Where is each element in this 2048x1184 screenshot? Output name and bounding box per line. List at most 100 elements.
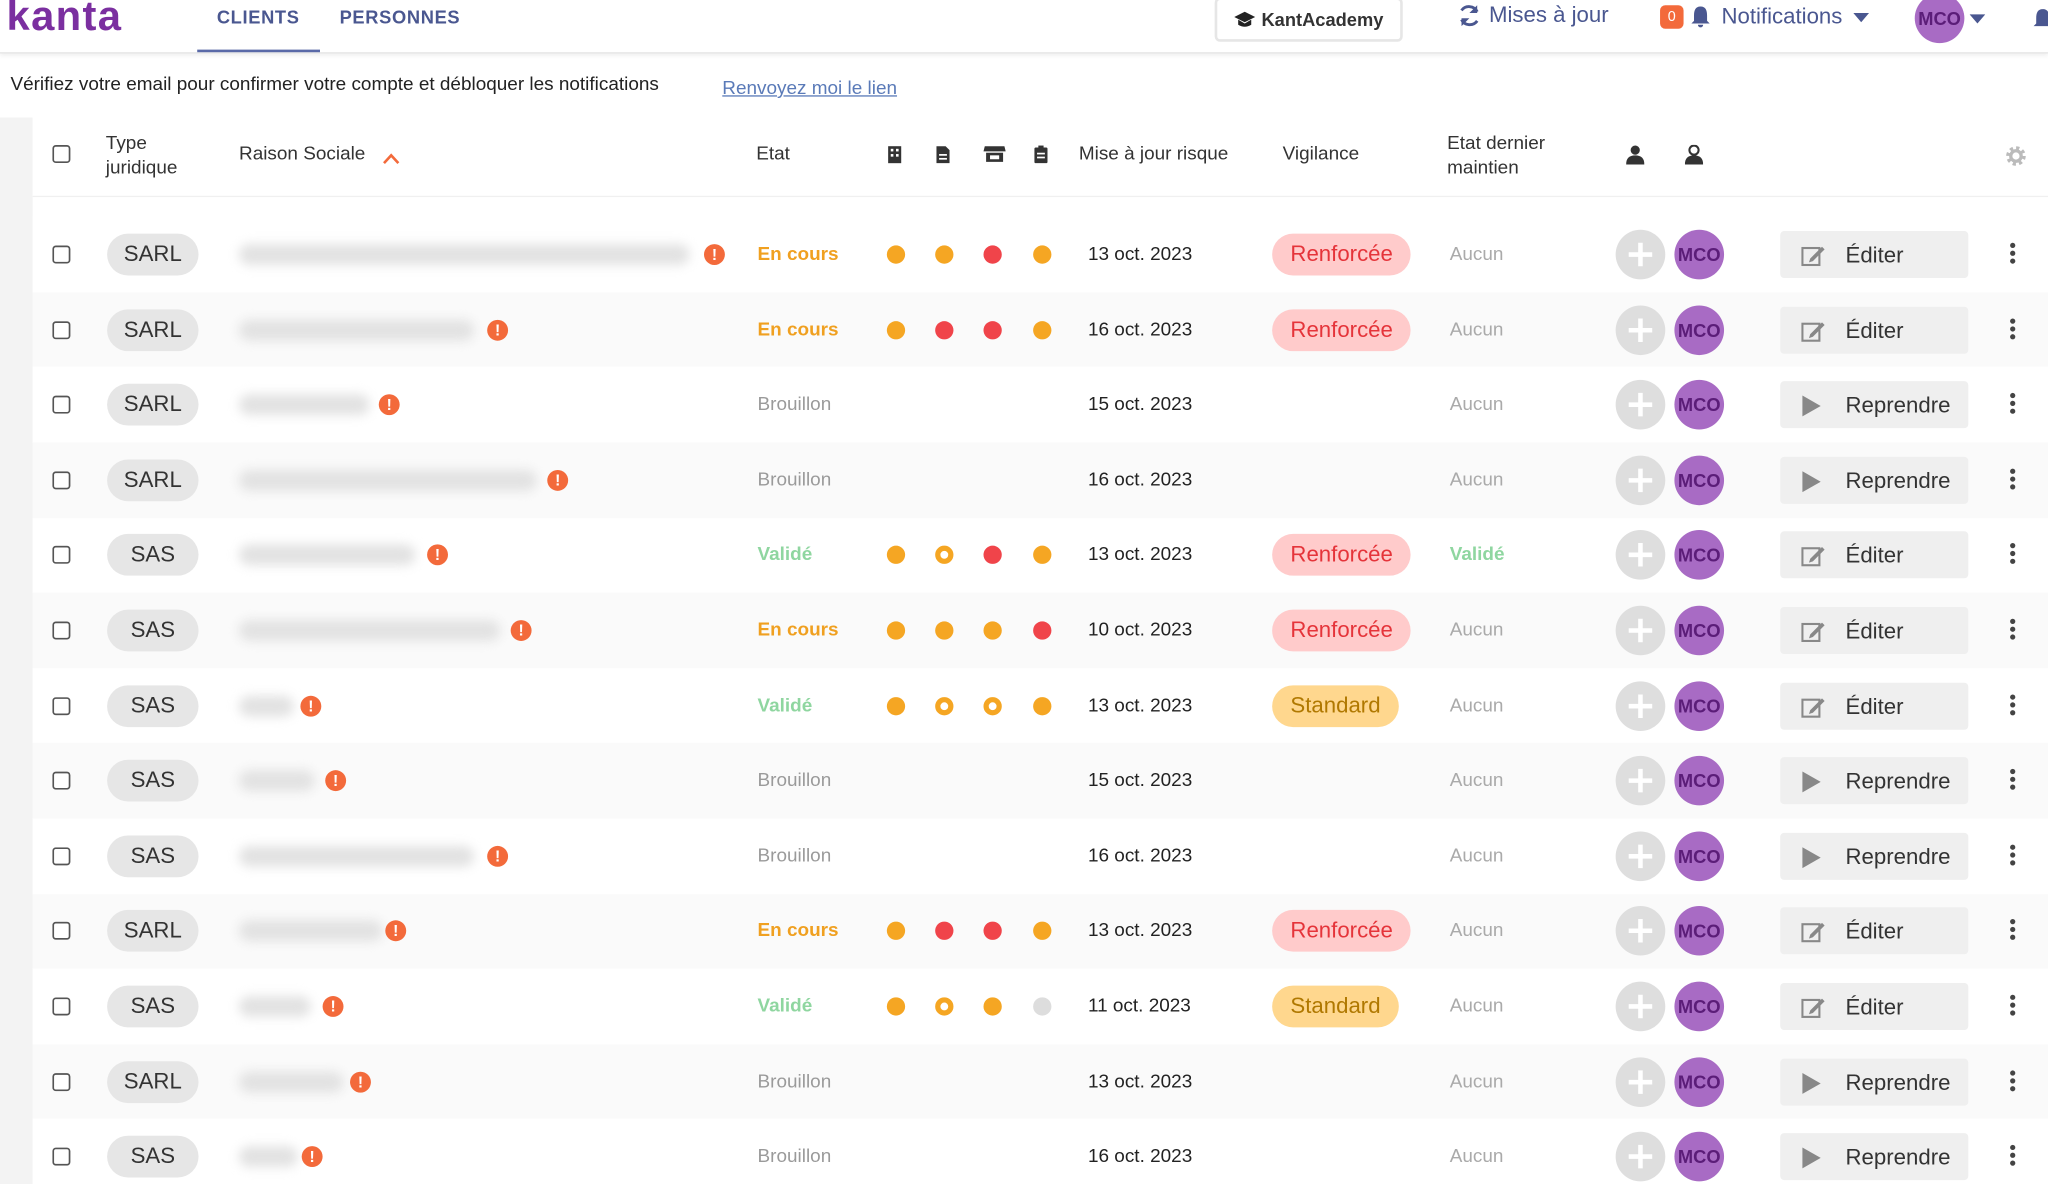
warning-icon: !	[300, 695, 322, 717]
header-label: Etat dernier maintien	[1447, 133, 1546, 179]
action-label: Reprendre	[1845, 1069, 1951, 1095]
tab[interactable]: CLIENTS	[216, 6, 300, 28]
action-button[interactable]: Éditer	[1780, 982, 1969, 1030]
checkbox[interactable]	[52, 471, 71, 496]
action-icon	[1801, 620, 1825, 649]
academy-button[interactable]: KantAcademy	[1214, 0, 1403, 42]
checkbox[interactable]	[52, 320, 71, 346]
status-dot	[983, 621, 1002, 640]
updates-label: Mises à jour	[1488, 2, 1609, 28]
action-button[interactable]: Éditer	[1780, 231, 1969, 279]
updates-link[interactable]: Mises à jour	[1458, 3, 1609, 29]
add-button[interactable]	[1615, 605, 1666, 656]
state: Brouillon	[757, 394, 832, 416]
logo[interactable]: kanta	[6, 0, 123, 40]
action-button[interactable]: Reprendre	[1780, 757, 1969, 805]
blurred-name	[239, 544, 416, 566]
add-button[interactable]	[1615, 831, 1666, 881]
checkbox-box	[52, 1147, 71, 1166]
action-button[interactable]: Reprendre	[1780, 832, 1969, 880]
type-pill: SAS	[107, 609, 199, 652]
checkbox[interactable]	[52, 145, 71, 170]
row-menu[interactable]	[2009, 542, 2017, 572]
type-pill: SARL	[107, 308, 199, 351]
owner-avatar: MCO	[1674, 605, 1725, 656]
owner-avatar: MCO	[1674, 304, 1725, 355]
action-button[interactable]: Éditer	[1780, 907, 1969, 955]
state: Brouillon	[757, 845, 832, 867]
add-button[interactable]	[1615, 380, 1666, 430]
checkbox[interactable]	[52, 997, 71, 1022]
row-menu[interactable]	[2009, 1069, 2017, 1099]
add-button[interactable]	[1615, 1132, 1666, 1182]
add-button[interactable]	[1615, 756, 1666, 806]
date: 16 oct. 2023	[1087, 319, 1193, 341]
header-label[interactable]: Raison Sociale	[239, 143, 366, 165]
user-avatar[interactable]: MCO	[1914, 0, 1965, 44]
vigilance-pill: Renforcée	[1272, 308, 1412, 351]
row-menu[interactable]	[2009, 918, 2017, 948]
status-dot	[935, 245, 954, 264]
side-strip	[0, 117, 33, 1184]
checkbox[interactable]	[52, 696, 71, 722]
status-dot	[935, 997, 954, 1016]
checkbox[interactable]	[52, 621, 71, 646]
tab[interactable]: PERSONNES	[339, 6, 461, 28]
checkbox[interactable]	[52, 395, 71, 421]
checkbox[interactable]	[52, 922, 71, 947]
action-button[interactable]: Reprendre	[1780, 456, 1969, 504]
notifications-menu[interactable]: Notifications	[1690, 4, 1869, 30]
row-menu[interactable]	[2009, 693, 2017, 723]
add-button[interactable]	[1615, 455, 1666, 505]
blurred-name	[239, 920, 383, 942]
checkbox[interactable]	[52, 546, 71, 571]
action-button[interactable]: Éditer	[1780, 682, 1969, 730]
add-button[interactable]	[1615, 229, 1666, 280]
action-button[interactable]: Reprendre	[1780, 1133, 1969, 1181]
checkbox[interactable]	[52, 847, 71, 872]
settings-icon[interactable]	[2005, 145, 2027, 174]
row-menu[interactable]	[2009, 241, 2017, 271]
action-button[interactable]: Éditer	[1780, 306, 1969, 354]
header-label: Etat	[756, 143, 790, 165]
refresh-icon	[1460, 5, 1479, 27]
row-menu[interactable]	[2009, 392, 2017, 422]
checkbox-box	[52, 847, 71, 866]
add-button[interactable]	[1615, 981, 1666, 1032]
checkbox[interactable]	[52, 245, 71, 270]
action-button[interactable]: Reprendre	[1780, 381, 1969, 429]
blurred-name	[239, 770, 315, 792]
warning-icon: !	[427, 544, 448, 566]
checkbox[interactable]	[52, 771, 71, 797]
checkbox[interactable]	[52, 1072, 71, 1098]
date: 16 oct. 2023	[1087, 1146, 1193, 1168]
row-menu[interactable]	[2009, 768, 2017, 798]
status-dot	[886, 997, 906, 1016]
row-menu[interactable]	[2009, 317, 2017, 347]
row-menu[interactable]	[2009, 617, 2017, 647]
action-icon	[1801, 319, 1825, 348]
warning-icon: !	[350, 1071, 371, 1093]
add-button[interactable]	[1615, 1056, 1666, 1107]
row-menu[interactable]	[2009, 467, 2017, 497]
action-label: Éditer	[1845, 919, 1904, 945]
add-button[interactable]	[1615, 906, 1666, 957]
action-button[interactable]: Reprendre	[1780, 1058, 1969, 1106]
banner-link[interactable]: Renvoyez moi le lien	[722, 78, 898, 100]
add-button[interactable]	[1615, 530, 1666, 581]
action-button[interactable]: Éditer	[1780, 531, 1969, 579]
warning-icon: !	[547, 469, 569, 491]
header-label: Type juridique	[105, 133, 178, 179]
checkbox-box	[52, 1072, 71, 1091]
row-menu[interactable]	[2009, 843, 2017, 873]
action-button[interactable]: Éditer	[1780, 607, 1969, 655]
row-menu[interactable]	[2009, 993, 2017, 1023]
blurred-name	[239, 1071, 344, 1093]
checkbox-box	[52, 245, 71, 264]
add-button[interactable]	[1615, 304, 1666, 355]
checkbox-box	[52, 771, 71, 790]
checkbox[interactable]	[52, 1147, 71, 1173]
action-label: Éditer	[1845, 693, 1904, 719]
add-button[interactable]	[1615, 680, 1666, 731]
row-menu[interactable]	[2009, 1144, 2017, 1174]
